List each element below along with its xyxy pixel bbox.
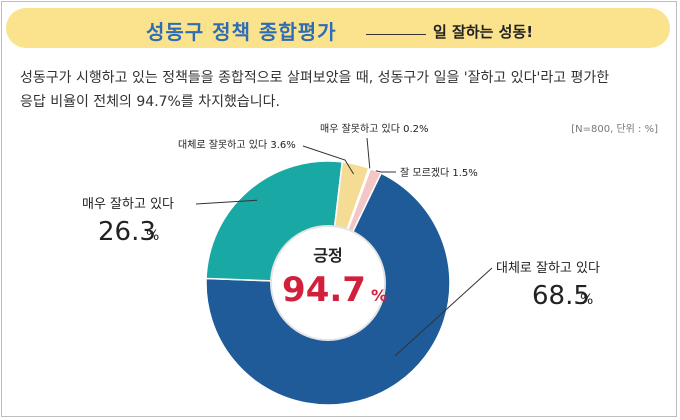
center-value: 94.7 [282,270,366,310]
slice-unit-2: % [146,228,159,244]
center-disc [270,225,386,341]
banner-title: 성동구 정책 종합평가 [146,20,337,44]
description-line-1: 성동구가 시행하고 있는 정책들을 종합적으로 살펴보았을 때, 성동구가 일을… [20,70,610,86]
description-line-2: 응답 비율이 전체의 94.7%를 차지했습니다. [20,94,280,110]
banner-subtitle: 일 잘하는 성동! [433,23,534,41]
slice-value-1: 68.5 [532,281,590,311]
center-unit: % [371,286,387,305]
leader-line-1 [394,267,493,357]
banner-divider [366,34,426,35]
slice-value-2: 26.3 [98,217,156,247]
slice-unit-1: % [580,292,593,308]
slice-label-2: 매우 잘하고 있다 [82,197,174,212]
title-banner: 성동구 정책 종합평가 일 잘하는 성동! [6,8,670,48]
description: 성동구가 시행하고 있는 정책들을 종합적으로 살펴보았을 때, 성동구가 일을… [20,66,670,114]
slice-label-3: 대체로 잘못하고 있다 3.6% [178,138,296,151]
slice-label-1: 대체로 잘하고 있다 [496,261,600,276]
slice-label-5: 잘 모르겠다 1.5% [400,167,478,179]
leader-line-5 [375,170,396,173]
center-label: 긍정 [313,246,342,265]
slice-label-4: 매우 잘못하고 있다 0.2% [320,122,429,135]
leader-line-4 [366,137,371,169]
leader-line-2 [195,199,258,205]
leader-line-3 [302,145,354,175]
sample-size-note: [N=800, 단위 : %] [571,124,658,135]
